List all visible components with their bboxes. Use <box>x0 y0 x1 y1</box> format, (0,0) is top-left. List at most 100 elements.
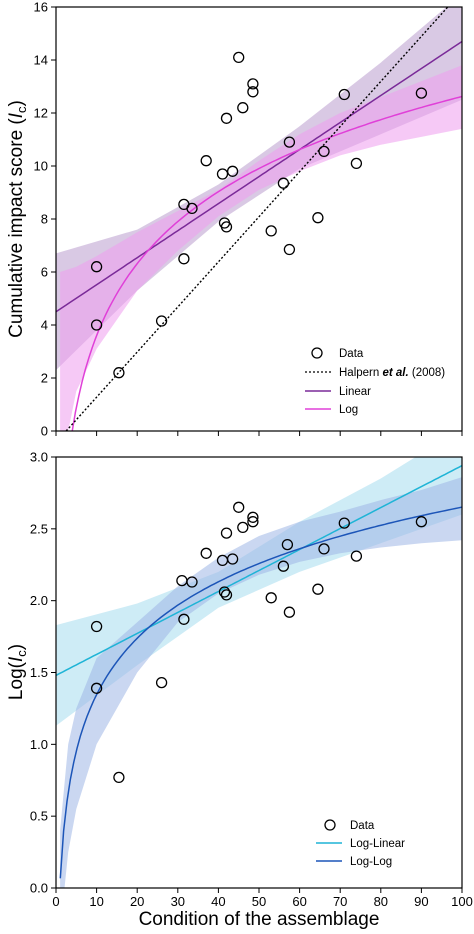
x-axis-label: Condition of the assemblage <box>139 909 380 930</box>
data-point <box>90 620 103 633</box>
data-point <box>247 511 259 523</box>
data-point <box>338 88 350 101</box>
data-point <box>312 212 324 224</box>
y-tick-label: 8 <box>41 212 48 227</box>
top-y-ticks: 0 2 4 6 8 10 12 14 16 <box>34 0 56 439</box>
y-tick-label: 1.5 <box>30 665 48 680</box>
loglinear-fit-line <box>56 464 462 677</box>
y-tick-label: 2 <box>41 371 48 386</box>
data-point <box>237 521 249 534</box>
data-point <box>186 202 198 215</box>
data-point <box>90 319 103 331</box>
top-fit-lines <box>56 7 462 431</box>
legend-loglinear-label: Log-Linear <box>350 838 405 850</box>
data-point <box>220 589 233 601</box>
y-tick-label: 16 <box>34 0 48 15</box>
data-point <box>200 547 212 559</box>
legend-halpern-label: Halpern et al. (2008) <box>339 367 445 379</box>
data-point <box>415 516 428 528</box>
legend-data-label-bottom: Data <box>350 820 375 832</box>
top-data-points <box>90 51 428 379</box>
x-tick-label: 80 <box>374 894 388 909</box>
y-tick-label: 2.0 <box>30 593 48 608</box>
x-tick-label: 0 <box>52 894 59 909</box>
y-tick-label: 6 <box>41 265 48 280</box>
data-point <box>247 86 259 98</box>
bottom-fit-lines <box>56 464 462 879</box>
data-point <box>281 538 294 551</box>
data-point <box>277 560 290 572</box>
data-point <box>90 261 103 273</box>
data-point <box>186 576 198 588</box>
top-panel: 0 2 4 6 8 10 12 14 16 Cumulative impact score (I… <box>6 0 463 439</box>
x-tick-label: 40 <box>211 894 225 909</box>
x-tick-label: 90 <box>414 894 428 909</box>
y-tick-label: 0 <box>41 424 48 439</box>
bottom-data-points <box>90 501 428 784</box>
data-point <box>283 606 296 618</box>
legend-data-label: Data <box>339 348 364 360</box>
x-tick-label: 10 <box>89 894 103 909</box>
data-point <box>216 168 229 180</box>
legend-linear-label: Linear <box>339 386 371 398</box>
data-point <box>220 527 233 539</box>
y-tick-label: 1.0 <box>30 737 48 752</box>
bottom-panel: 0.0 0.5 1.0 1.5 2.0 2.5 3.0 0 10 20 30 40 50 60 70 80 9… <box>6 450 473 931</box>
data-point <box>350 157 363 170</box>
data-point <box>312 583 324 595</box>
data-point <box>113 367 125 379</box>
data-point <box>350 550 363 562</box>
linear-fit-line <box>56 40 462 313</box>
data-point <box>415 87 428 99</box>
legend-log-label: Log <box>339 404 358 416</box>
y-tick-label: 2.5 <box>30 521 48 536</box>
y-tick-label: 10 <box>34 159 48 174</box>
data-point <box>237 102 249 114</box>
data-point <box>155 676 168 689</box>
data-point <box>247 78 259 90</box>
data-point <box>220 221 233 233</box>
data-point <box>247 516 259 528</box>
y-tick-label: 4 <box>41 318 48 333</box>
data-point <box>265 225 277 237</box>
data-point <box>233 501 245 513</box>
bottom-legend: Data Log-Linear Log-Log <box>316 819 405 868</box>
log-ci-band <box>60 65 462 431</box>
y-tick-label: 12 <box>34 106 48 121</box>
halpern-line <box>65 7 449 431</box>
legend-data-marker-bottom <box>324 819 336 831</box>
x-tick-label: 100 <box>451 894 473 909</box>
bottom-y-ticks: 0.0 0.5 1.0 1.5 2.0 2.5 3.0 <box>30 450 56 896</box>
data-point <box>113 771 125 784</box>
top-x-ticks <box>55 431 463 436</box>
legend-loglog-label: Log-Log <box>350 856 392 868</box>
data-point <box>233 51 245 64</box>
data-point <box>90 682 103 694</box>
x-tick-label: 50 <box>252 894 266 909</box>
data-point <box>318 145 330 158</box>
y-tick-label: 3.0 <box>30 450 48 465</box>
data-point <box>277 177 290 189</box>
y-tick-label: 14 <box>34 53 48 68</box>
data-point <box>283 243 296 256</box>
data-point <box>265 592 277 604</box>
data-point <box>218 586 231 598</box>
top-legend: Data Halpern et al. (2008) Linear Log <box>305 347 445 416</box>
data-point <box>338 517 350 529</box>
data-point <box>283 136 296 148</box>
log-fit-line <box>71 95 462 431</box>
x-tick-label: 70 <box>333 894 347 909</box>
data-point <box>226 553 239 565</box>
bottom-y-axis-label: Log(Ic) <box>6 644 29 700</box>
y-tick-label: 0.5 <box>30 809 48 824</box>
data-point <box>178 613 190 625</box>
y-tick-label: 0.0 <box>30 881 48 896</box>
bottom-x-ticks: 0 10 20 30 40 50 60 70 80 90 100 <box>52 888 473 909</box>
legend-data-marker <box>311 347 323 359</box>
x-tick-label: 60 <box>292 894 306 909</box>
bottom-confidence-bands <box>56 457 462 888</box>
x-tick-label: 20 <box>130 894 144 909</box>
top-y-axis-label: Cumulative impact score (Ic) <box>6 100 29 338</box>
data-point <box>178 253 190 265</box>
data-point <box>220 112 233 124</box>
